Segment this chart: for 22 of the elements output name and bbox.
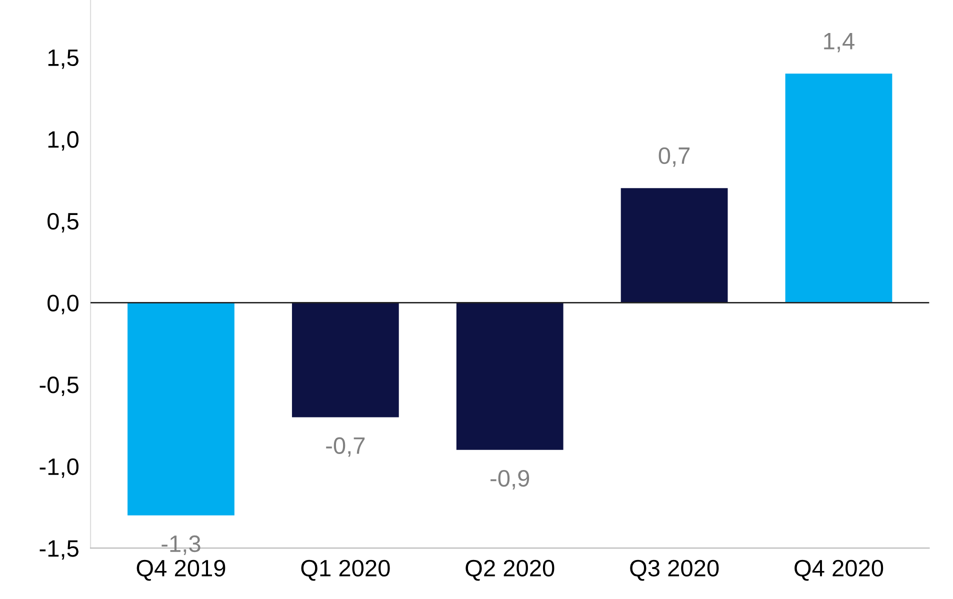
y-tick-label: 1,5 xyxy=(48,50,78,69)
data-label: 0,7 xyxy=(658,147,690,167)
y-tick-label: 1,0 xyxy=(48,131,79,151)
x-tick-label: Q1 2020 xyxy=(301,560,390,581)
y-tick-label: -1,0 xyxy=(40,458,79,478)
data-label: -1,3 xyxy=(162,535,200,555)
y-tick-label: 0,5 xyxy=(48,212,78,232)
x-tick-label: Q2 2020 xyxy=(466,560,554,581)
bar xyxy=(620,188,728,303)
bar xyxy=(128,302,234,516)
x-tick-label: Q4 2020 xyxy=(794,560,884,581)
y-tick-label: -1,5 xyxy=(40,540,78,560)
x-tick-label: Q3 2020 xyxy=(630,560,719,581)
data-label: 1,4 xyxy=(824,33,854,52)
bar xyxy=(456,302,564,450)
data-label: -0,9 xyxy=(490,470,530,490)
y-tick-label: 0,0 xyxy=(48,294,79,314)
bar xyxy=(292,302,399,418)
y-tick-label: -0,5 xyxy=(40,376,78,396)
x-tick-label: Q4 2019 xyxy=(136,560,226,581)
bar xyxy=(785,74,892,303)
data-label: -0,7 xyxy=(326,437,365,457)
